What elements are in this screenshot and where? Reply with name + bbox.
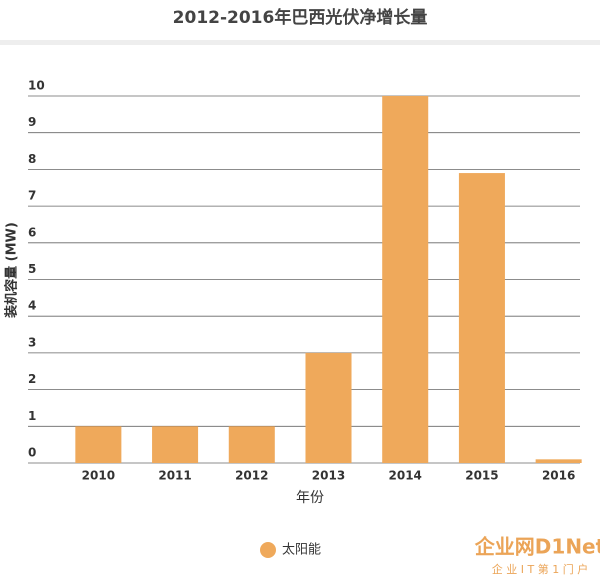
bar xyxy=(228,426,275,463)
y-tick-label: 2 xyxy=(28,372,36,386)
bar xyxy=(152,426,199,463)
x-tick-label: 2011 xyxy=(158,469,191,483)
y-tick-label: 5 xyxy=(28,262,36,276)
bar xyxy=(535,459,582,463)
y-tick-label: 7 xyxy=(28,189,36,203)
y-tick-label: 6 xyxy=(28,225,36,239)
bar xyxy=(305,352,352,463)
bar xyxy=(75,426,122,463)
legend-marker xyxy=(260,542,276,558)
y-tick-label: 9 xyxy=(28,115,36,129)
y-tick-label: 3 xyxy=(28,335,36,349)
x-axis-title: 年份 xyxy=(296,490,324,506)
x-tick-label: 2013 xyxy=(312,469,345,483)
y-tick-label: 4 xyxy=(28,299,36,313)
x-tick-label: 2016 xyxy=(542,469,575,483)
x-tick-label: 2012 xyxy=(235,469,268,483)
title-divider xyxy=(0,40,600,45)
x-tick-label: 2010 xyxy=(82,469,115,483)
chart-title: 2012-2016年巴西光伏净增长量 xyxy=(173,7,428,28)
y-axis-title: 装机容量 (MW) xyxy=(4,222,20,319)
watermark-brand: 企业网D1Net xyxy=(474,535,600,559)
watermark-slogan: 企 业 I T 第 1 门 户 xyxy=(492,562,588,576)
legend-label: 太阳能 xyxy=(282,543,321,558)
x-tick-label: 2015 xyxy=(465,469,498,483)
y-tick-label: 1 xyxy=(28,409,36,423)
y-tick-label: 0 xyxy=(28,446,36,460)
x-tick-label: 2014 xyxy=(389,469,422,483)
bar xyxy=(382,96,429,463)
bar xyxy=(458,173,505,463)
y-tick-label: 8 xyxy=(28,152,36,166)
y-tick-label: 10 xyxy=(28,79,45,93)
